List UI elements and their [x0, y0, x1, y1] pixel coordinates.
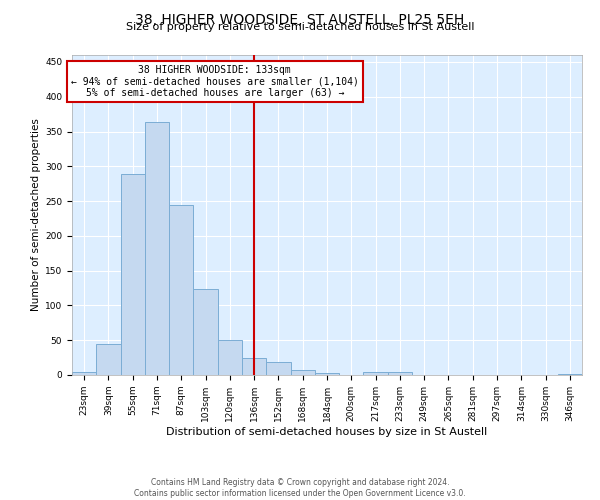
Bar: [242, 358, 266, 375]
Text: Contains HM Land Registry data © Crown copyright and database right 2024.
Contai: Contains HM Land Registry data © Crown c…: [134, 478, 466, 498]
Bar: [96, 344, 121, 375]
Bar: [558, 374, 582, 375]
Bar: [121, 174, 145, 375]
Bar: [72, 372, 96, 375]
Bar: [290, 370, 315, 375]
Bar: [193, 288, 218, 375]
Bar: [266, 362, 290, 375]
Text: 38 HIGHER WOODSIDE: 133sqm
← 94% of semi-detached houses are smaller (1,104)
5% : 38 HIGHER WOODSIDE: 133sqm ← 94% of semi…: [71, 64, 359, 98]
X-axis label: Distribution of semi-detached houses by size in St Austell: Distribution of semi-detached houses by …: [166, 426, 488, 436]
Bar: [315, 373, 339, 375]
Bar: [218, 340, 242, 375]
Y-axis label: Number of semi-detached properties: Number of semi-detached properties: [31, 118, 41, 312]
Bar: [169, 206, 193, 375]
Bar: [145, 122, 169, 375]
Text: 38, HIGHER WOODSIDE, ST AUSTELL, PL25 5EH: 38, HIGHER WOODSIDE, ST AUSTELL, PL25 5E…: [136, 12, 464, 26]
Bar: [364, 372, 388, 375]
Bar: [388, 372, 412, 375]
Text: Size of property relative to semi-detached houses in St Austell: Size of property relative to semi-detach…: [126, 22, 474, 32]
